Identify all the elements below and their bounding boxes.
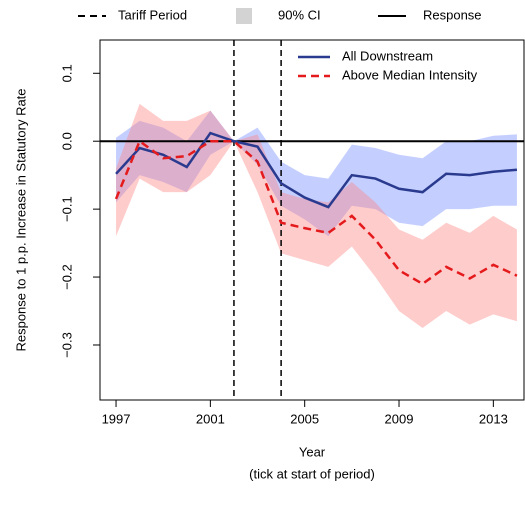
- legend-label: All Downstream: [342, 48, 433, 63]
- y-tick-label: 0.0: [59, 132, 74, 150]
- legend-label: Above Median Intensity: [342, 67, 478, 82]
- x-axis-title: Year: [299, 444, 326, 459]
- key-label: 90% CI: [278, 7, 321, 22]
- x-tick-label: 2005: [290, 411, 319, 426]
- y-tick-label: −0.2: [59, 264, 74, 290]
- key-label: Tariff Period: [118, 7, 187, 22]
- x-axis-note: (tick at start of period): [249, 466, 375, 481]
- series-line: [114, 139, 518, 286]
- y-tick-label: 0.1: [59, 64, 74, 82]
- x-tick-label: 1997: [102, 411, 131, 426]
- plot-frame: [99, 39, 525, 401]
- key-label: Response: [423, 7, 482, 22]
- x-tick-label: 2013: [479, 411, 508, 426]
- ci-band: [116, 103, 517, 328]
- x-tick-label: 2001: [196, 411, 225, 426]
- series-line: [115, 131, 518, 209]
- key-swatch: [236, 8, 252, 24]
- x-tick-label: 2009: [385, 411, 414, 426]
- y-axis-title: Response to 1 p.p. Increase in Statutory…: [13, 88, 28, 351]
- y-tick-label: −0.1: [59, 196, 74, 222]
- y-tick-label: −0.3: [59, 332, 74, 358]
